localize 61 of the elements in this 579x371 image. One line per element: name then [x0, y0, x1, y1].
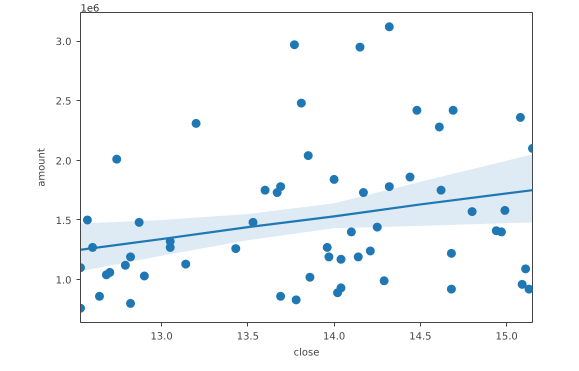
point	[330, 174, 339, 184]
point	[406, 172, 415, 182]
x-tick-label: 13.5	[236, 332, 259, 342]
y-tick-label: 2.0	[56, 156, 72, 168]
point	[82, 215, 92, 224]
annotation: 1e6	[80, 4, 100, 14]
point	[521, 264, 530, 274]
point	[380, 276, 389, 286]
point	[181, 260, 190, 269]
y-tick-label: 1.0	[56, 276, 72, 287]
point	[276, 292, 286, 301]
point	[260, 186, 270, 195]
point	[346, 227, 356, 236]
point	[296, 98, 306, 108]
point	[336, 283, 346, 292]
point	[120, 260, 130, 270]
point	[448, 106, 458, 115]
point	[372, 222, 382, 232]
point	[412, 106, 422, 115]
point	[524, 284, 532, 294]
y-tick-label: 3.0	[56, 37, 72, 48]
point	[384, 182, 394, 192]
point	[290, 40, 299, 50]
point	[140, 272, 149, 280]
point	[384, 22, 394, 32]
point	[276, 182, 286, 192]
point	[231, 244, 240, 254]
x-axis-title: close	[294, 348, 320, 358]
point	[355, 42, 364, 52]
x-tick-label: 15.0	[495, 332, 518, 342]
point	[446, 248, 456, 258]
point	[446, 284, 456, 294]
point	[434, 122, 444, 132]
x-tick-label: 14.0	[322, 332, 346, 342]
x-tick-label: 13.0	[150, 332, 173, 342]
point	[500, 206, 510, 215]
point	[366, 246, 375, 256]
point	[305, 272, 314, 282]
point	[516, 112, 525, 122]
point	[468, 207, 477, 216]
point	[192, 118, 201, 128]
point	[354, 252, 363, 262]
point	[134, 218, 144, 227]
point	[292, 295, 301, 304]
point	[126, 252, 136, 262]
line-series	[80, 189, 532, 251]
point	[518, 280, 527, 289]
y-tick-label: 1.5	[56, 216, 72, 227]
x-tick-label: 14.5	[409, 332, 432, 342]
point	[105, 268, 114, 277]
point	[126, 298, 136, 308]
point	[358, 188, 368, 198]
point	[304, 151, 313, 160]
point	[436, 186, 446, 195]
point	[336, 254, 346, 264]
point	[324, 252, 334, 262]
point	[322, 242, 332, 252]
y-axis-title: amount	[36, 148, 48, 187]
y-tick-label: 2.5	[56, 96, 72, 108]
point	[112, 154, 122, 164]
point	[94, 292, 104, 301]
